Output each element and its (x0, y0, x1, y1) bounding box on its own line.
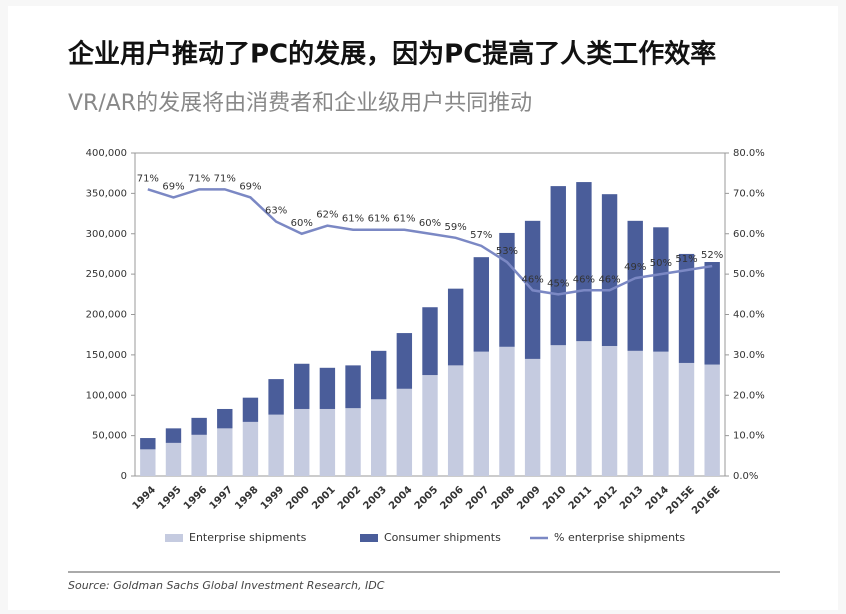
data-label: 57% (470, 230, 492, 241)
bar (576, 341, 592, 476)
bar (140, 438, 156, 450)
y-tick-label: 150,000 (86, 350, 127, 361)
y-tick-label: 400,000 (86, 148, 127, 159)
legend-label: Consumer shipments (384, 531, 501, 544)
data-label: 46% (598, 274, 620, 285)
bar (371, 350, 387, 400)
bar (550, 345, 566, 476)
bar (165, 442, 182, 476)
data-label: 53% (496, 246, 518, 257)
data-label: 71% (188, 173, 210, 184)
bar (627, 220, 643, 351)
bar (704, 364, 720, 476)
bar (704, 262, 720, 365)
bar (345, 365, 361, 409)
bar (242, 397, 259, 422)
y2-tick-label: 50.0% (733, 269, 765, 280)
data-label: 45% (547, 278, 569, 289)
y-tick-label: 50,000 (92, 431, 127, 442)
bar (653, 227, 669, 352)
bar (601, 194, 618, 346)
bar (473, 351, 489, 476)
y-tick-label: 100,000 (86, 390, 127, 401)
bar (627, 350, 643, 476)
data-label: 62% (316, 210, 338, 221)
bar (422, 307, 438, 376)
bar (242, 421, 259, 476)
bar (473, 257, 489, 352)
bar (294, 408, 310, 476)
data-label: 61% (393, 214, 415, 225)
bar (447, 365, 464, 476)
bar (678, 253, 695, 363)
data-label: 71% (137, 173, 159, 184)
bar (191, 417, 207, 435)
y2-tick-label: 80.0% (733, 148, 765, 159)
y-tick-label: 350,000 (86, 188, 127, 199)
bar (678, 362, 695, 476)
bar (371, 399, 387, 476)
bar (217, 428, 233, 476)
legend-swatch (165, 534, 183, 542)
y2-tick-label: 10.0% (733, 431, 765, 442)
bar (140, 449, 156, 476)
bar (165, 428, 182, 443)
bar (319, 367, 336, 409)
data-label: 61% (368, 214, 390, 225)
data-label: 69% (162, 181, 184, 192)
bar (268, 414, 284, 476)
y2-tick-label: 30.0% (733, 350, 765, 361)
bar (345, 408, 361, 476)
data-label: 49% (624, 262, 646, 273)
source: Source: Goldman Sachs Global Investment … (68, 579, 385, 592)
bar (653, 351, 669, 476)
bar (601, 345, 618, 476)
y-tick-label: 300,000 (86, 229, 127, 240)
data-label: 59% (445, 222, 467, 233)
y-tick-label: 200,000 (86, 310, 127, 321)
bar (550, 186, 566, 346)
bar (396, 333, 413, 389)
y2-tick-label: 20.0% (733, 390, 765, 401)
data-label: 60% (291, 218, 313, 229)
chart-subtitle: VR/AR的发展将由消费者和企业级用户共同推动 (68, 91, 532, 116)
data-label: 63% (265, 206, 287, 217)
bar (191, 434, 207, 476)
data-label: 51% (675, 254, 697, 265)
data-label: 60% (419, 218, 441, 229)
bar (524, 358, 541, 476)
y2-tick-label: 0.0% (733, 471, 758, 482)
bar (422, 375, 438, 476)
chart-title: 企业用户推动了PC的发展，因为PC提高了人类工作效率 (68, 39, 716, 70)
data-label: 50% (650, 258, 672, 269)
data-label: 52% (701, 250, 723, 261)
data-label: 46% (521, 274, 543, 285)
bar (217, 408, 233, 429)
bar (268, 379, 284, 415)
legend-label: Enterprise shipments (189, 531, 307, 544)
data-label: 71% (214, 173, 236, 184)
y-tick-label: 250,000 (86, 269, 127, 280)
bar (447, 288, 464, 366)
y2-tick-label: 40.0% (733, 310, 765, 321)
bar (576, 182, 592, 342)
legend-swatch (360, 534, 378, 542)
bar (396, 388, 413, 476)
y2-tick-label: 70.0% (733, 188, 765, 199)
y-tick-label: 0 (121, 471, 127, 482)
data-label: 61% (342, 214, 364, 225)
bar (499, 346, 515, 476)
data-label: 69% (239, 181, 261, 192)
y2-tick-label: 60.0% (733, 229, 765, 240)
line (147, 188, 713, 296)
bar (499, 232, 515, 347)
legend-label: % enterprise shipments (554, 531, 685, 544)
bar (319, 408, 336, 476)
data-label: 46% (573, 274, 595, 285)
bar (294, 363, 310, 409)
